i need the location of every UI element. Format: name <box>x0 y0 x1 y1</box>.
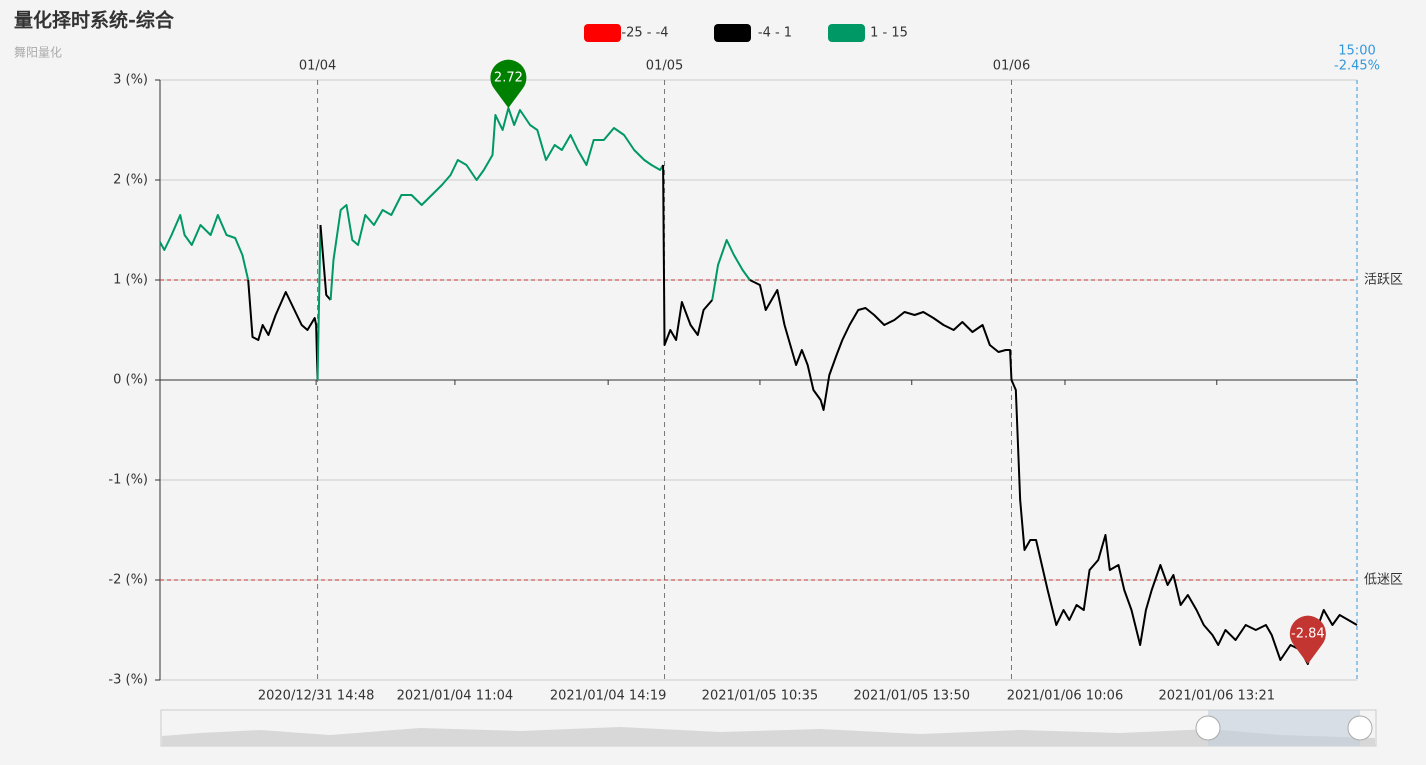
mark-point-label: -2.84 <box>1291 627 1325 642</box>
pointer-value: -2.45% <box>1334 59 1380 74</box>
x-tick-label: 2020/12/31 14:48 <box>258 689 375 704</box>
line-series <box>711 239 751 301</box>
line-series <box>247 279 319 381</box>
line-series <box>662 164 713 346</box>
day-marker-label: 01/04 <box>299 59 336 74</box>
line-series <box>319 224 332 301</box>
day-marker-label: 01/06 <box>993 59 1030 74</box>
legend-label: -4 - 1 <box>758 26 792 41</box>
line-series <box>329 107 664 301</box>
line-series <box>316 224 322 381</box>
y-tick-label: 0 (%) <box>113 373 148 388</box>
y-tick-label: -2 (%) <box>108 573 148 588</box>
legend-label: 1 - 15 <box>870 26 908 41</box>
chart-subtitle: 舞阳量化 <box>14 46 62 60</box>
zoom-selection[interactable] <box>1208 710 1360 746</box>
mark-point-label: 2.72 <box>494 71 523 86</box>
y-tick-label: -1 (%) <box>108 473 148 488</box>
line-series <box>749 279 1358 665</box>
day-marker-label: 01/05 <box>646 59 683 74</box>
x-tick-label: 2021/01/04 11:04 <box>397 689 514 704</box>
line-series <box>159 214 250 281</box>
legend-swatch <box>828 24 865 42</box>
x-tick-label: 2021/01/05 13:50 <box>853 689 970 704</box>
y-tick-label: 2 (%) <box>113 173 148 188</box>
pointer-time: 15:00 <box>1338 44 1375 59</box>
x-tick-label: 2021/01/06 13:21 <box>1159 689 1276 704</box>
legend-swatch <box>584 24 621 42</box>
mark-point <box>490 59 527 108</box>
data-zoom <box>160 709 1377 747</box>
x-tick-label: 2021/01/04 14:19 <box>550 689 667 704</box>
x-tick-label: 2021/01/05 10:35 <box>702 689 819 704</box>
legend-swatch <box>714 24 751 42</box>
y-tick-label: 1 (%) <box>113 273 148 288</box>
y-tick-label: -3 (%) <box>108 673 148 688</box>
zoom-handle[interactable] <box>1347 715 1373 741</box>
mark-line-label: 低迷区 <box>1364 573 1403 588</box>
x-tick-label: 2021/01/06 10:06 <box>1007 689 1124 704</box>
legend-label: -25 - -4 <box>621 26 668 41</box>
zoom-handle[interactable] <box>1195 715 1221 741</box>
mark-point <box>1289 615 1326 664</box>
y-tick-label: 3 (%) <box>113 73 148 88</box>
chart-title: 量化择时系统-综合 <box>14 9 175 32</box>
mark-line-label: 活跃区 <box>1364 273 1403 288</box>
zoom-shadow <box>162 727 1375 746</box>
